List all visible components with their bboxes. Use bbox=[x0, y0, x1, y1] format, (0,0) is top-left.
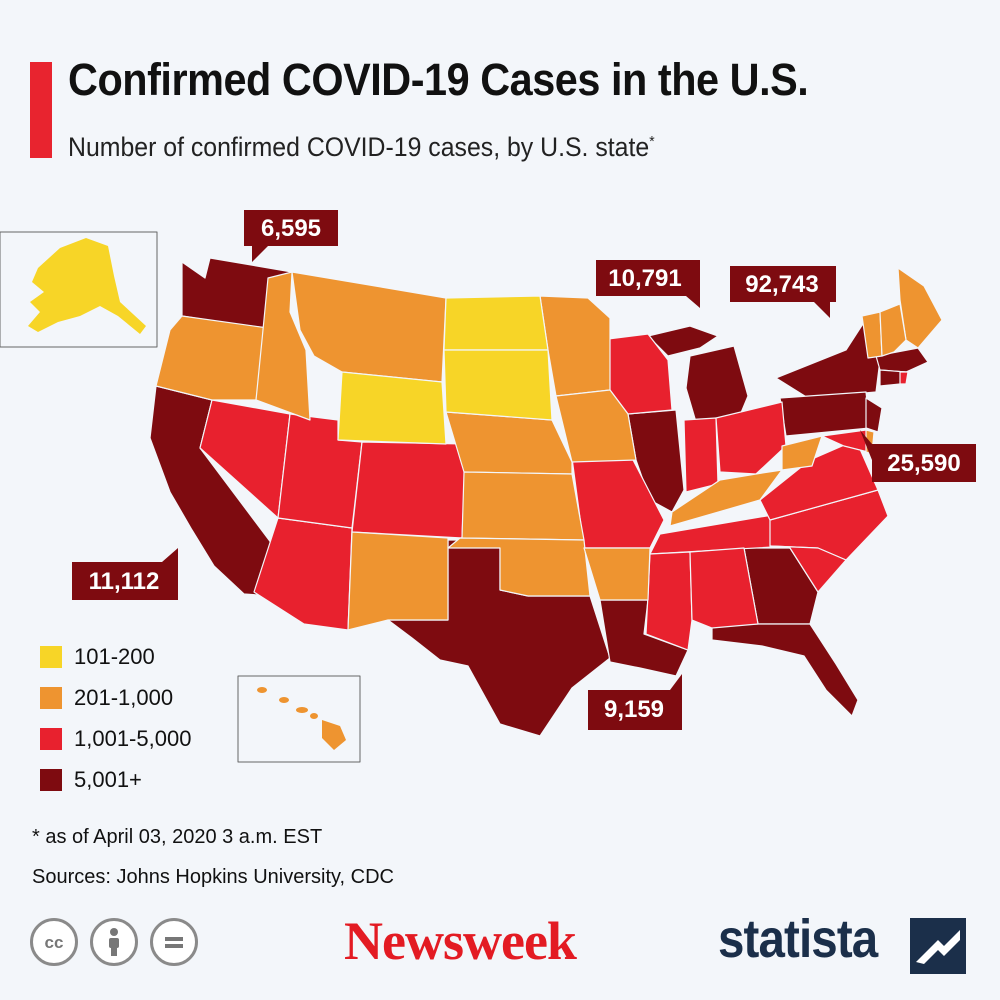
state-hawaii bbox=[257, 687, 346, 750]
state-wyoming bbox=[337, 371, 447, 445]
svg-text:cc: cc bbox=[45, 933, 64, 952]
state-mississippi bbox=[645, 551, 693, 651]
map-legend: 101-200 201-1,000 1,001-5,000 5,001+ bbox=[40, 636, 191, 800]
callout-new-jersey: 25,590 bbox=[860, 430, 976, 482]
state-idaho bbox=[255, 271, 311, 421]
state-south-dakota bbox=[443, 349, 553, 421]
state-pennsylvania bbox=[779, 391, 871, 437]
state-maine bbox=[897, 267, 943, 349]
legend-item-101-200: 101-200 bbox=[40, 636, 191, 677]
sources-note: Sources: Johns Hopkins University, CDC bbox=[32, 866, 394, 888]
legend-item-5001-plus: 5,001+ bbox=[40, 759, 191, 800]
state-ohio bbox=[715, 401, 787, 475]
state-minnesota bbox=[539, 295, 611, 397]
state-florida bbox=[711, 623, 859, 717]
state-arizona bbox=[253, 517, 353, 631]
alaska-inset-frame bbox=[0, 231, 158, 348]
legend-swatch bbox=[40, 768, 62, 791]
legend-label: 5,001+ bbox=[74, 766, 142, 792]
state-south-carolina bbox=[769, 545, 847, 593]
state-iowa bbox=[555, 389, 637, 463]
callout-louisiana-label: 9,159 bbox=[604, 696, 664, 723]
state-oregon bbox=[155, 315, 269, 401]
callout-california: 11,112 bbox=[72, 548, 178, 600]
callout-new-jersey-label: 25,590 bbox=[887, 450, 960, 477]
state-arkansas bbox=[583, 547, 651, 601]
state-alabama bbox=[689, 547, 759, 629]
legend-swatch bbox=[40, 645, 62, 668]
callout-washington: 6,595 bbox=[244, 210, 338, 262]
callout-california-label: 11,112 bbox=[89, 568, 160, 595]
legend-item-201-1000: 201-1,000 bbox=[40, 677, 191, 718]
cc-icon: cc bbox=[30, 918, 78, 966]
legend-label: 201-1,000 bbox=[74, 684, 174, 710]
callout-new-york-label: 92,743 bbox=[745, 271, 818, 298]
state-montana bbox=[291, 271, 447, 383]
statista-logo: statista bbox=[718, 909, 878, 969]
callout-michigan: 10,791 bbox=[596, 260, 700, 308]
state-north-dakota bbox=[443, 295, 549, 351]
legend-swatch bbox=[40, 686, 62, 709]
state-kansas bbox=[461, 471, 585, 541]
legend-swatch bbox=[40, 727, 62, 750]
statista-mark-icon bbox=[910, 918, 966, 974]
callout-louisiana: 9,159 bbox=[588, 674, 682, 730]
callout-new-york: 92,743 bbox=[730, 266, 836, 318]
callout-washington-label: 6,595 bbox=[261, 215, 321, 242]
hawaii-inset-frame bbox=[237, 675, 361, 763]
state-west-virginia bbox=[781, 435, 823, 471]
subtitle-text: Number of confirmed COVID-19 cases, by U… bbox=[68, 132, 650, 162]
subtitle-asterisk: * bbox=[649, 133, 655, 150]
state-new-hampshire bbox=[879, 303, 907, 357]
page-title: Confirmed COVID-19 Cases in the U.S. bbox=[68, 54, 809, 105]
state-michigan-upper bbox=[647, 325, 719, 357]
page-subtitle: Number of confirmed COVID-19 cases, by U… bbox=[68, 132, 655, 163]
legend-label: 101-200 bbox=[74, 643, 155, 669]
state-indiana bbox=[683, 417, 719, 493]
legend-item-1001-5000: 1,001-5,000 bbox=[40, 718, 191, 759]
title-accent-bar bbox=[30, 62, 52, 158]
newsweek-logo: Newsweek bbox=[344, 911, 577, 971]
state-alaska bbox=[28, 238, 146, 334]
attribution-icon bbox=[90, 918, 138, 966]
footnote: * as of April 03, 2020 3 a.m. EST bbox=[32, 826, 323, 848]
legend-label: 1,001-5,000 bbox=[74, 725, 192, 751]
callout-michigan-label: 10,791 bbox=[608, 265, 681, 292]
state-new-mexico bbox=[347, 531, 449, 631]
state-michigan bbox=[685, 345, 749, 423]
state-rhode-island bbox=[899, 371, 909, 385]
state-colorado bbox=[351, 441, 467, 539]
no-derivatives-icon bbox=[150, 918, 198, 966]
state-new-jersey bbox=[865, 397, 883, 433]
state-nebraska bbox=[445, 411, 573, 475]
